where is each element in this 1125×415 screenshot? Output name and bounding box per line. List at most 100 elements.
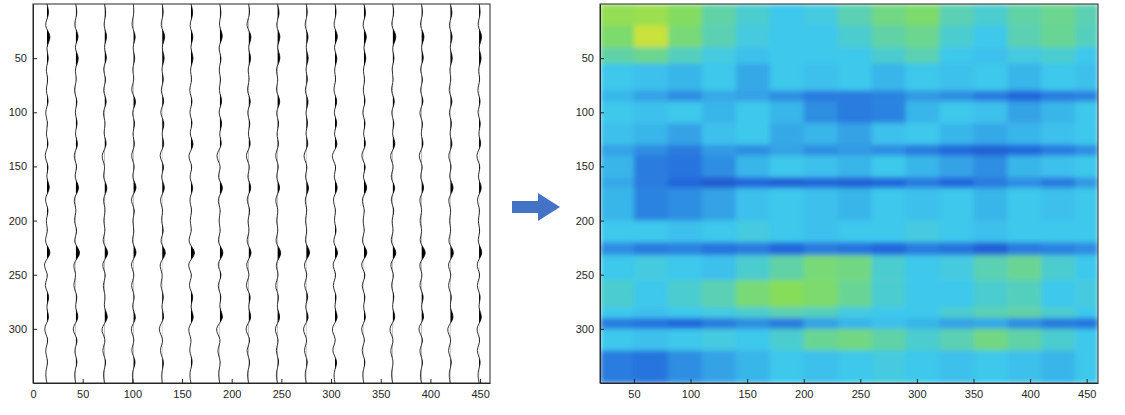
cell [974,123,1008,145]
trace [189,4,195,383]
tick-label: 200 [795,388,813,400]
trace-line [332,4,337,383]
trace-fill [191,4,194,383]
cell [804,307,838,318]
cell [1041,145,1075,156]
cell [1075,47,1098,64]
tick-mark [33,329,37,330]
cell [838,280,872,308]
cell [974,188,1008,221]
cell [906,4,940,26]
cell [702,329,736,351]
cell [974,145,1008,156]
cell [668,145,702,156]
tick-label: 300 [576,323,594,335]
trace [448,4,454,383]
trace-line [477,4,482,383]
cell [668,307,702,318]
cell [804,123,838,145]
tick-label: 150 [576,160,594,172]
cell [702,255,736,280]
cell [736,351,770,383]
cell [736,4,770,26]
tick: 300 [9,323,37,335]
cell [940,280,974,308]
cell [634,91,668,102]
cell [770,280,804,308]
cell [634,255,668,280]
tick-label: 250 [852,388,870,400]
cell [838,177,872,188]
tick-mark [33,58,37,59]
cell [1041,26,1075,48]
tick-mark [600,329,604,330]
cell [600,123,634,145]
cell [634,177,668,188]
tick-label: 150 [738,388,756,400]
tick: 350 [372,379,390,400]
tick-mark [83,379,84,383]
cell [838,307,872,318]
cell [1075,156,1098,178]
cell [1007,221,1041,243]
cell [634,221,668,243]
cell [838,156,872,178]
tick: 50 [582,52,604,64]
cell [974,318,1008,329]
cell [600,91,634,102]
tick-label: 250 [273,388,291,400]
cell [600,4,634,26]
cell [872,26,906,48]
cell [736,64,770,92]
cell [838,221,872,243]
cell [1007,307,1041,318]
trace-fill [133,4,136,383]
tick-mark [331,379,332,383]
cell [906,188,940,221]
cell [1041,47,1075,64]
tick-mark [281,379,282,383]
tick-label: 100 [682,388,700,400]
arrow-shaft [512,201,538,213]
cell [1007,123,1041,145]
cell [736,242,770,255]
cell [1041,177,1075,188]
cell [668,188,702,221]
cell [634,318,668,329]
cell [940,91,974,102]
cell [1075,101,1098,123]
x-axis: 50100150200250300350400450 [601,379,1099,400]
tick-label: 300 [908,388,926,400]
cell [736,188,770,221]
tick: 300 [576,323,604,335]
tick-label: 250 [576,269,594,281]
cell [838,318,872,329]
cell [872,101,906,123]
cell [804,255,838,280]
cell [1007,91,1041,102]
arrow [512,193,560,221]
cell [702,318,736,329]
cell [600,145,634,156]
cell [600,221,634,243]
tick-mark [691,379,692,383]
cell [804,221,838,243]
tick: 250 [852,379,870,400]
trace [44,4,49,383]
cell [668,26,702,48]
cell [600,242,634,255]
cell [1041,156,1075,178]
cell [770,221,804,243]
cell [974,64,1008,92]
tick-label: 50 [582,52,594,64]
tick: 350 [965,379,983,400]
trace-fill [335,4,337,383]
tick: 200 [9,215,37,227]
tick-label: 300 [9,323,27,335]
cell [838,47,872,64]
cell [804,91,838,102]
tick-label: 150 [173,388,191,400]
tick: 400 [422,379,440,400]
cell [940,329,974,351]
tick-label: 50 [77,388,89,400]
